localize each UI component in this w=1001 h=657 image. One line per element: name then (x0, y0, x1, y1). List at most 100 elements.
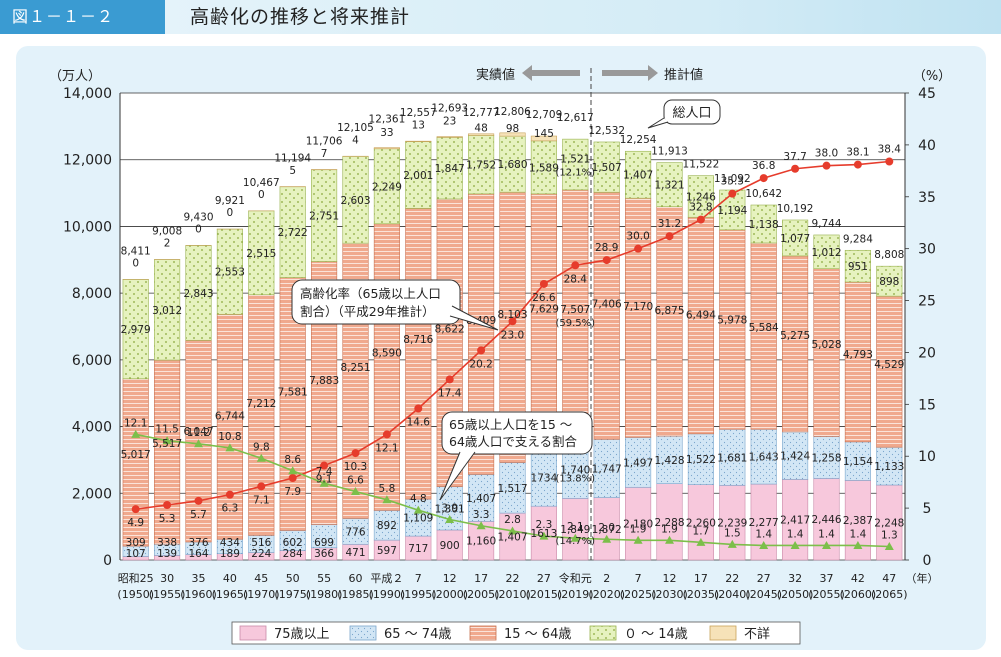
label-aging-rate: 36.8 (752, 160, 775, 172)
label-age75plus: 1,849 (560, 524, 590, 536)
label-support-ratio: 1.5 (724, 527, 741, 539)
support-ratio-point (413, 505, 423, 514)
bar-unknown (436, 136, 463, 138)
label-aging-rate: 10.3 (344, 461, 367, 473)
bar-age65to74 (530, 448, 557, 507)
label-total: 9,008 (152, 226, 182, 238)
label-support-ratio: 1.7 (693, 525, 710, 537)
label-age15to64: 7,212 (246, 398, 276, 410)
y-right-tick-label: 40 (918, 138, 936, 154)
bar-unknown (373, 147, 400, 150)
support-ratio-point (476, 521, 486, 530)
bar-age75plus (656, 483, 683, 561)
bar-age0to14 (405, 141, 432, 209)
y-left-tick-label: 4,000 (72, 420, 112, 436)
bar-age0to14 (499, 135, 526, 193)
bar-age0to14 (813, 234, 840, 270)
label-aging-rate: 5.7 (190, 509, 207, 521)
label-support-ratio: 1.9 (661, 523, 678, 535)
label-aging-rate: 5.3 (159, 513, 176, 525)
label-age15to64: 4,529 (874, 359, 904, 371)
label-age65to74: 1,747 (592, 463, 622, 475)
bar-age15to64 (656, 206, 683, 437)
label-support-ratio: 8.6 (284, 454, 301, 466)
x-tick-era: 昭和25 (118, 572, 154, 585)
support-ratio-point (319, 478, 329, 487)
support-ratio-point (633, 535, 643, 544)
bar-age15to64 (562, 189, 589, 441)
label-age75plus: 2,417 (780, 515, 810, 527)
label-age75plus: 139 (157, 548, 177, 560)
x-tick-year: (1985) (337, 588, 374, 601)
label-support-ratio: 1.4 (755, 528, 772, 540)
label-age65to74: 1,109 (403, 513, 433, 525)
label-age65to74: 1,154 (843, 456, 873, 468)
label-support-ratio: 2.1 (567, 521, 584, 533)
x-tick-era: 40 (223, 572, 237, 585)
x-tick-year: (2060) (840, 588, 877, 601)
label-support-ratio: 3.9 (441, 503, 458, 515)
x-tick-era: 2 (603, 572, 610, 585)
label-age0to14: 1,521 (560, 154, 590, 166)
x-tick-era: 60 (349, 572, 363, 585)
label-age75plus: 366 (314, 548, 334, 560)
support-ratio-callout (441, 411, 593, 455)
label-support-ratio: 1.4 (818, 528, 835, 540)
label-support-ratio: 1.9 (630, 523, 647, 535)
label-age0to14: 2,553 (215, 267, 245, 279)
x-tick-year: (1970) (243, 588, 280, 601)
y-right-tick-label: 45 (918, 86, 936, 102)
label-age0to14: 1,752 (466, 160, 496, 172)
bar-age75plus (593, 497, 620, 561)
bar-age65to74 (593, 438, 620, 498)
label-aging-rate: 4.9 (127, 517, 144, 529)
aging-rate-point (634, 244, 643, 253)
bar-age0to14 (530, 140, 557, 195)
y-right-tick-label: 20 (918, 345, 936, 361)
label-age75plus: 717 (408, 543, 428, 555)
bar-age65to74 (373, 510, 400, 541)
label-total: 9,744 (811, 218, 841, 230)
legend-label-age65to74: 65 ～ 74歳 (384, 627, 451, 642)
label-age75plus: 284 (283, 548, 303, 560)
y-left-tick-label: 2,000 (72, 486, 112, 502)
label-support-ratio: 10.8 (218, 431, 241, 443)
legend-label-age75plus: 75歳以上 (274, 627, 330, 642)
label-support-ratio: 4.8 (410, 493, 427, 505)
x-tick-era: 32 (788, 572, 802, 585)
label-aging-rate: 17.4 (438, 387, 462, 399)
aging-rate-point (414, 404, 423, 413)
x-tick-era: 12 (443, 572, 457, 585)
bar-age65to74 (499, 462, 526, 514)
label-age0to14: 2,249 (372, 181, 402, 193)
bar-age15to64 (782, 255, 809, 433)
actual-arrow (522, 65, 580, 81)
bar-age0to14 (279, 186, 306, 278)
label-age15to64: 4,793 (843, 349, 873, 361)
aging-rate-point (508, 317, 517, 326)
label-age65to74: 1,428 (654, 455, 684, 467)
bar-age75plus (436, 529, 463, 561)
label-age0to14: 1,077 (780, 233, 810, 245)
label-total: 11,706 (306, 136, 343, 148)
x-tick-year: (2050) (777, 588, 814, 601)
label-unknown: 23 (443, 115, 456, 127)
legend-label-age0to14: ０ ～ 14歳 (624, 627, 688, 642)
label-age65to74: 376 (188, 537, 208, 549)
x-tick-year: (1960) (180, 588, 217, 601)
x-tick-year: (1980) (306, 588, 343, 601)
label-aging-rate: 31.2 (658, 218, 681, 230)
bar-age0to14 (562, 138, 589, 191)
aging-rate-point (665, 232, 674, 241)
label-age15to64: 8,103 (497, 309, 527, 321)
label-age75plus: 1,407 (497, 532, 527, 544)
label-total: 9,430 (183, 211, 213, 223)
x-tick-era: 42 (851, 572, 865, 585)
label-age15to64: 6,494 (686, 310, 716, 322)
y-right-tick-label: 15 (918, 397, 936, 413)
label-aging-rate: 35.3 (721, 176, 744, 188)
label-age15to64: 8,622 (435, 323, 465, 335)
bar-age65to74 (813, 436, 840, 479)
label-total: 10,642 (745, 188, 782, 200)
